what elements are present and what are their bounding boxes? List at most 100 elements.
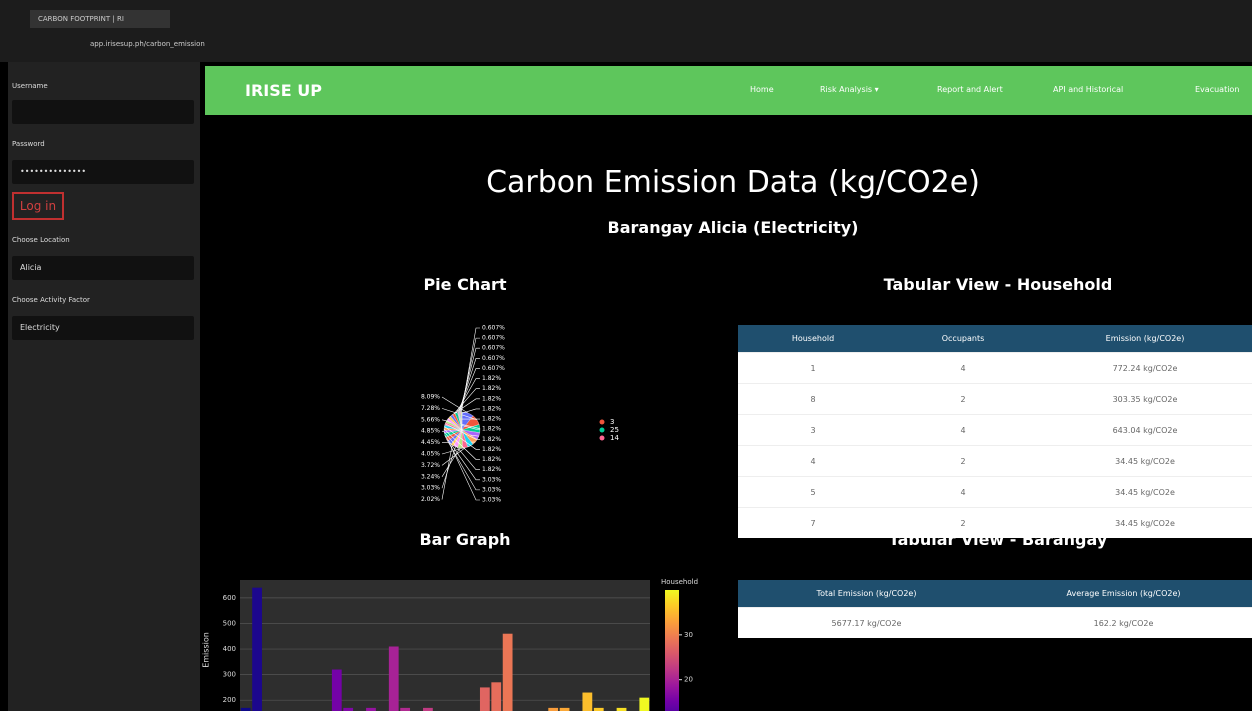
table-row: 1 4 772.24 kg/CO2e (738, 352, 1252, 384)
nav-link[interactable]: Risk Analysis ▾ (820, 85, 879, 94)
y-tick-label: 500 (223, 619, 236, 627)
bar (331, 669, 342, 711)
pie-label: 0.607% (482, 365, 505, 372)
legend-marker (599, 435, 605, 441)
bar (616, 707, 627, 711)
login-button[interactable]: Log in (12, 192, 64, 220)
pie-label: 3.03% (482, 476, 501, 483)
leader-line (449, 442, 480, 501)
table-cell: 2 (888, 383, 1038, 415)
pie-label: 3.03% (482, 486, 501, 493)
pie-label: 8.09% (421, 394, 440, 401)
username-label: Username (12, 82, 48, 90)
pie-title: Pie Chart (423, 275, 507, 294)
bar (582, 692, 593, 711)
table-cell: 5677.17 kg/CO2e (738, 607, 995, 638)
browser-chrome: CARBON FOOTPRINT | RI app.irisesup.ph/ca… (0, 0, 1252, 62)
leader-line (441, 445, 453, 500)
legend-label: 14 (610, 434, 619, 442)
column-header: Occupants (888, 325, 1038, 353)
browser-tab[interactable]: CARBON FOOTPRINT | RI (30, 10, 170, 28)
nav-link[interactable]: Home (750, 85, 774, 94)
bar-title: Bar Graph (419, 530, 511, 549)
pie-label: 1.82% (482, 385, 501, 392)
y-tick-label: 200 (223, 696, 236, 704)
pie-label: 1.82% (482, 436, 501, 443)
password-input[interactable]: •••••••••••••• (12, 160, 194, 184)
y-tick-label: 600 (223, 594, 236, 602)
y-axis-title: Emission (202, 632, 211, 668)
pie-label: 3.03% (482, 497, 501, 504)
bar (491, 682, 502, 711)
table-cell: 162.2 kg/CO2e (995, 607, 1252, 638)
location-label: Choose Location (12, 236, 70, 244)
table-cell: 772.24 kg/CO2e (1038, 352, 1252, 384)
pie-label: 4.85% (421, 428, 440, 435)
column-header: Household (738, 325, 888, 353)
activity-select[interactable]: Electricity (12, 316, 194, 340)
table-cell: 7 (738, 507, 888, 538)
nav-link[interactable]: Report and Alert (937, 85, 1003, 94)
pie-label: 0.607% (482, 335, 505, 342)
legend-marker (599, 419, 605, 425)
pie-label: 3.72% (421, 462, 440, 469)
bar (559, 707, 570, 711)
bar (343, 707, 354, 711)
page-title: Carbon Emission Data (kg/CO2e) (486, 165, 980, 200)
nav-link[interactable]: Evacuation (1195, 85, 1240, 94)
leader-line (441, 396, 469, 414)
table-row: 7 2 34.45 kg/CO2e (738, 507, 1252, 538)
pie-label: 1.82% (482, 405, 501, 412)
household-table-title: Tabular View - Household (883, 275, 1113, 294)
username-input[interactable] (12, 100, 194, 124)
table-cell: 643.04 kg/CO2e (1038, 414, 1252, 446)
colorbar-tick-label: 20 (684, 676, 693, 684)
table-cell: 34.45 kg/CO2e (1038, 476, 1252, 508)
leader-line (461, 327, 480, 413)
location-select[interactable]: Alicia (12, 256, 194, 280)
colorbar-title: Household (661, 578, 698, 586)
table-cell: 1 (738, 352, 888, 384)
leader-line (444, 426, 480, 450)
nav-link[interactable]: API and Historical (1053, 85, 1124, 94)
bar (423, 707, 433, 711)
legend-label: 3 (610, 418, 614, 426)
header-row: Total Emission (kg/CO2e) Average Emission… (738, 580, 1252, 608)
leader-line (444, 435, 480, 481)
pie-label: 5.66% (421, 416, 440, 423)
bar (400, 707, 411, 711)
leader-line (446, 439, 480, 491)
table-cell: 2 (888, 507, 1038, 538)
address-bar[interactable]: app.irisesup.ph/carbon_emission (90, 40, 205, 48)
bar (240, 707, 251, 711)
pie-label: 1.82% (482, 456, 501, 463)
table-row: 4 2 34.45 kg/CO2e (738, 445, 1252, 477)
sidebar: Username Password •••••••••••••• Log in … (8, 62, 200, 711)
colorbar-tick-label: 30 (684, 631, 693, 639)
pie-label: 0.607% (482, 325, 505, 332)
bar (366, 707, 376, 711)
password-label: Password (12, 140, 45, 148)
pie-label: 4.05% (421, 451, 440, 458)
table-row: 8 2 303.35 kg/CO2e (738, 383, 1252, 415)
pie-label: 3.24% (421, 473, 440, 480)
pie-label: 1.82% (482, 426, 501, 433)
bar (548, 707, 559, 711)
pie-label: 3.03% (421, 485, 440, 492)
pie-label: 1.82% (482, 466, 501, 473)
table-cell: 303.35 kg/CO2e (1038, 383, 1252, 415)
header-row: Household Occupants Emission (kg/CO2e) (738, 325, 1252, 353)
legend-marker (599, 427, 605, 433)
table-row: 3 4 643.04 kg/CO2e (738, 414, 1252, 446)
pie-label: 0.607% (482, 345, 505, 352)
leader-line (444, 423, 480, 440)
column-header: Emission (kg/CO2e) (1038, 325, 1252, 353)
brand[interactable]: IRISE UP (245, 81, 322, 100)
table-cell: 5 (738, 476, 888, 508)
household-table: Household Occupants Emission (kg/CO2e) 1 4 77… (738, 325, 1252, 538)
pie-label: 0.607% (482, 355, 505, 362)
column-header: Average Emission (kg/CO2e) (995, 580, 1252, 608)
leader-line (443, 428, 480, 460)
bar (502, 633, 513, 711)
